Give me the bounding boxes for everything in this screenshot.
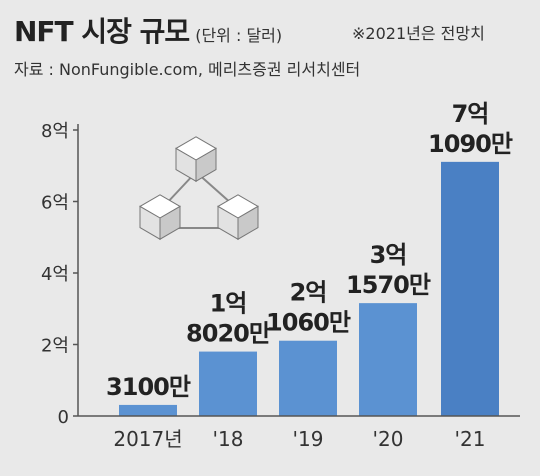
bar-value-label: 1억 bbox=[210, 290, 247, 318]
cube-icon bbox=[217, 194, 259, 241]
bar-value-label: 1570만 bbox=[346, 271, 431, 299]
title-row: NFT 시장 규모 (단위 : 달러) bbox=[14, 10, 282, 50]
bar bbox=[119, 404, 177, 416]
bar-value-label: 2억 bbox=[290, 279, 327, 307]
x-tick-label: '19 bbox=[293, 427, 324, 451]
x-tick-label: '21 bbox=[455, 427, 486, 451]
source-label: 자료 : NonFungible.com, 메리츠증권 리서치센터 bbox=[14, 60, 361, 79]
y-tick-label: 6억 bbox=[41, 193, 69, 214]
bar-value-label: 7억 bbox=[452, 100, 489, 128]
bar-value-label: 3100만 bbox=[106, 373, 191, 401]
bar-value-label: 1060만 bbox=[266, 309, 351, 337]
x-tick-label: '20 bbox=[373, 427, 404, 451]
y-tick-label: 2억 bbox=[41, 336, 69, 357]
bar bbox=[441, 161, 499, 416]
forecast-note: ※2021년은 전망치 bbox=[352, 24, 485, 43]
y-tick-label: 8억 bbox=[41, 121, 69, 142]
x-tick-label: 2017년 bbox=[113, 427, 182, 451]
bar bbox=[359, 303, 417, 416]
unit-label: (단위 : 달러) bbox=[195, 26, 283, 45]
bar bbox=[199, 351, 257, 416]
cube-icon bbox=[175, 136, 217, 183]
bar-value-label: 8020만 bbox=[186, 320, 271, 348]
y-tick-label: 4억 bbox=[41, 264, 69, 285]
blockchain-cubes-icon bbox=[139, 136, 259, 241]
chart-title: NFT 시장 규모 bbox=[14, 15, 190, 48]
x-axis: 2017년 '18 '19 '20 '21 bbox=[78, 415, 520, 451]
y-tick-label: 0 bbox=[58, 407, 69, 428]
bar bbox=[279, 340, 337, 416]
y-axis: 0 2억 4억 6억 8억 bbox=[41, 121, 79, 428]
x-tick-label: '18 bbox=[213, 427, 244, 451]
bar-value-label: 1090만 bbox=[428, 130, 513, 158]
cube-icon bbox=[139, 194, 181, 241]
bar-value-label: 3억 bbox=[370, 241, 407, 269]
